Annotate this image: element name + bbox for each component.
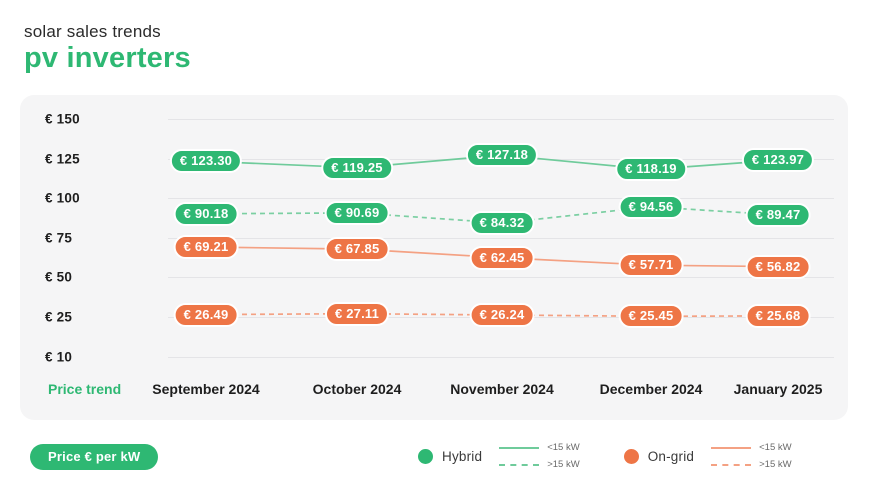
legend-swatches: <15 kW >15 kW [499,442,580,470]
dashed-line-swatch [711,463,752,466]
price-unit-badge: Price € per kW [30,444,159,470]
gridline [168,119,834,120]
y-tick-label: € 10 [45,349,73,365]
y-tick-label: € 150 [45,111,80,127]
x-axis-label: November 2024 [450,381,554,397]
data-label-pill: € 89.47 [745,202,811,227]
y-tick-label: € 25 [45,309,73,325]
data-label-pill: € 84.32 [469,211,535,235]
legend-group: Hybrid <15 kW >15 kW [418,442,580,470]
chart-legend: Hybrid <15 kW >15 kW On-grid <15 kW >15 kW [418,442,792,470]
legend-entry: >15 kW [499,459,580,470]
y-tick-label: € 75 [45,230,73,246]
solid-line-swatch [499,446,540,449]
x-axis-label: September 2024 [152,381,260,397]
data-label-pill: € 119.25 [321,155,393,180]
legend-entry-label: >15 kW [759,459,792,470]
legend-entry-label: >15 kW [547,459,580,470]
series-line [205,205,779,224]
legend-group: On-grid <15 kW >15 kW [623,442,792,470]
gridline [168,356,834,358]
data-label-pill: € 25.68 [745,303,811,328]
x-axis-label: December 2024 [599,381,703,397]
data-label-pill: € 67.85 [324,237,390,262]
data-label-pill: € 69.21 [173,235,239,259]
data-label-pill: € 26.49 [173,302,239,327]
y-tick-label: € 50 [45,269,73,285]
dashed-line-swatch [499,463,540,466]
page-title: pv inverters [24,42,191,74]
gridline [168,198,834,200]
y-tick-label: € 125 [45,151,80,167]
y-tick-label: € 100 [45,190,80,206]
data-label-pill: € 62.45 [469,245,535,270]
data-label-pill: € 94.56 [618,194,684,219]
x-axis-label: January 2025 [733,381,823,397]
legend-entry: <15 kW [499,442,580,453]
legend-entry: <15 kW [711,442,792,453]
data-label-pill: € 118.19 [615,157,687,182]
data-label-pill: € 27.11 [324,301,390,326]
gridline [168,237,834,239]
data-label-pill: € 57.71 [618,253,684,278]
page-subtitle: solar sales trends [24,22,161,41]
solid-line-swatch [711,446,752,449]
data-label-pill: € 90.69 [324,200,390,225]
chart-card: € 123.30 € 119.25 € 127.18 € 118.19 € 123.97… [20,95,848,420]
legend-dot [623,448,639,464]
legend-dot [418,448,433,464]
series-line [205,312,779,318]
header: solar sales trends pv inverters [24,22,191,73]
legend-entry: >15 kW [711,459,792,470]
data-label-pill: € 90.18 [173,201,239,226]
legend-entry-label: <15 kW [759,442,792,453]
chart-lines [205,154,779,318]
gridline [168,277,834,279]
x-axis-title: Price trend [48,381,122,397]
legend-entry-label: <15 kW [547,442,580,453]
legend-group-name: Hybrid [442,448,483,464]
data-label-pill: € 127.18 [465,143,539,168]
footer: Price € per kW Hybrid <15 kW >15 kW On-grid… [0,438,872,480]
legend-group-name: On-grid [647,448,695,464]
data-label-pill: € 56.82 [745,254,811,279]
x-axis-label: October 2024 [312,381,402,397]
data-label-pill: € 25.45 [618,304,684,329]
legend-swatches: <15 kW >15 kW [711,442,792,470]
data-label-pill: € 123.97 [741,148,815,173]
data-label-pill: € 26.24 [469,303,535,327]
x-axis: Price trend September 2024 October 2024 No… [20,381,848,401]
data-label-pill: € 123.30 [169,149,243,174]
